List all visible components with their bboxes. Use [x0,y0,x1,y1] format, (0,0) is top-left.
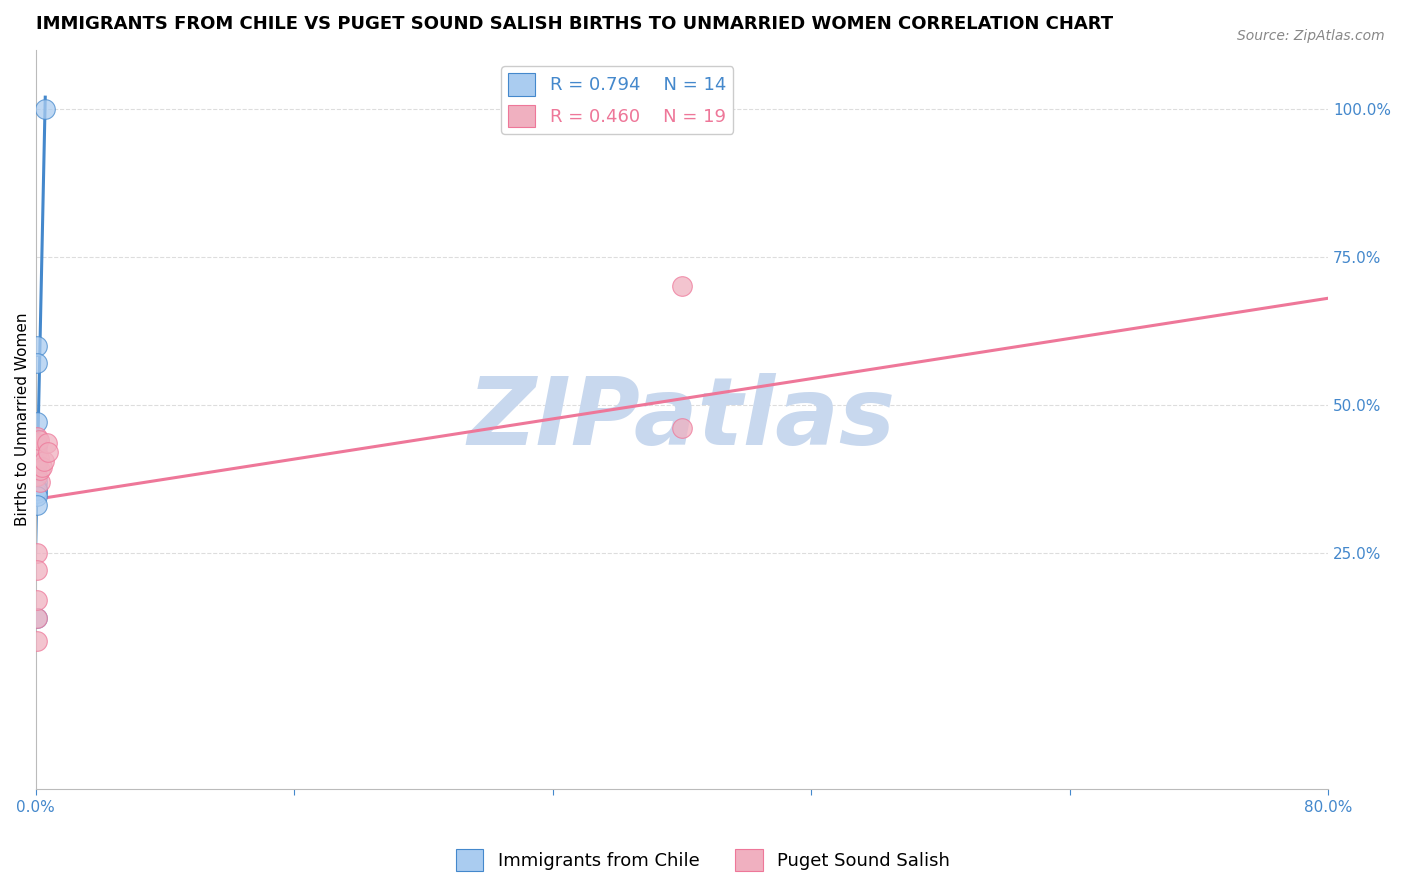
Point [25,468,48,483]
Point [25,436,48,450]
Point [25,610,48,624]
Point [25,445,48,459]
Point [28,433,51,447]
Point [25,498,48,512]
Point [25,468,48,483]
Point [32,454,55,468]
Y-axis label: Births to Unmarried Women: Births to Unmarried Women [15,313,30,526]
Point [25,486,48,500]
Text: ZIPatlas: ZIPatlas [468,374,896,466]
Point [35,436,58,450]
Point [25,545,48,559]
Point [30,463,52,477]
Point [671,279,693,293]
Legend: R = 0.794    N = 14, R = 0.460    N = 19: R = 0.794 N = 14, R = 0.460 N = 19 [501,66,734,134]
Legend: Immigrants from Chile, Puget Sound Salish: Immigrants from Chile, Puget Sound Salis… [449,842,957,879]
Point [25,475,48,489]
Point [37,445,59,459]
Point [25,457,48,471]
Point [25,430,48,444]
Point [31,459,53,474]
Text: Source: ZipAtlas.com: Source: ZipAtlas.com [1237,29,1385,43]
Point [25,634,48,648]
Point [34,102,56,116]
Point [25,356,48,370]
Point [25,439,48,453]
Point [671,421,693,435]
Point [25,483,48,498]
Point [25,610,48,624]
Point [28,450,51,465]
Point [25,489,48,503]
Point [25,563,48,577]
Text: IMMIGRANTS FROM CHILE VS PUGET SOUND SALISH BIRTHS TO UNMARRIED WOMEN CORRELATIO: IMMIGRANTS FROM CHILE VS PUGET SOUND SAL… [35,15,1112,33]
Point [25,338,48,352]
Point [25,416,48,430]
Point [30,475,52,489]
Point [25,593,48,607]
Point [25,481,48,495]
